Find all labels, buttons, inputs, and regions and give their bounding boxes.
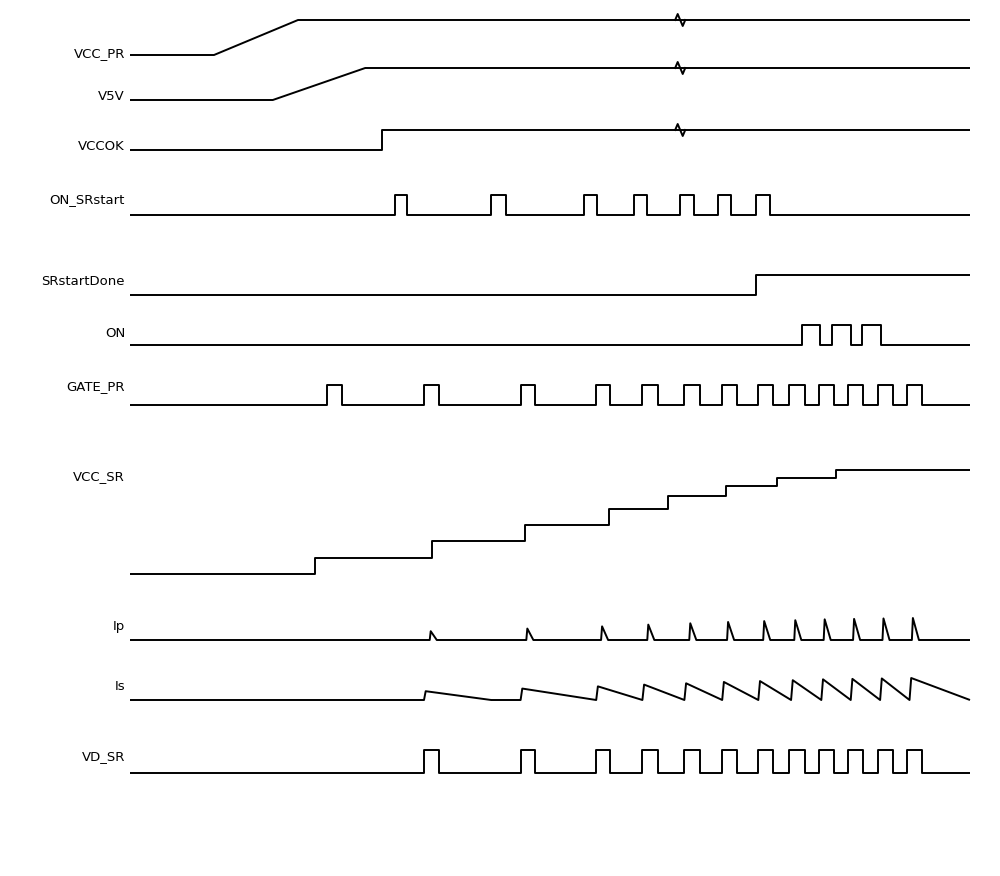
Text: VD_SR: VD_SR: [82, 750, 125, 763]
Text: VCC_PR: VCC_PR: [74, 47, 125, 60]
Text: ON: ON: [105, 327, 125, 340]
Text: Ip: Ip: [113, 620, 125, 633]
Text: GATE_PR: GATE_PR: [66, 380, 125, 393]
Text: Is: Is: [114, 680, 125, 693]
Text: VCCOK: VCCOK: [78, 140, 125, 153]
Text: SRstartDone: SRstartDone: [42, 275, 125, 288]
Text: ON_SRstart: ON_SRstart: [50, 193, 125, 206]
Text: V5V: V5V: [98, 90, 125, 103]
Text: VCC_SR: VCC_SR: [73, 470, 125, 483]
